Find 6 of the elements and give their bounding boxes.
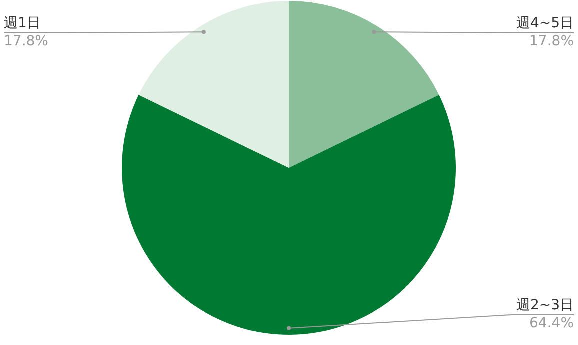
data-label: 64.4% xyxy=(530,316,574,332)
slice-label: 週2~3日 xyxy=(516,298,574,314)
data-label: 17.8% xyxy=(4,34,48,50)
slice-label: 週1日 xyxy=(4,16,41,32)
slice-label: 週4~5日 xyxy=(516,16,574,32)
data-label: 17.8% xyxy=(530,34,574,50)
